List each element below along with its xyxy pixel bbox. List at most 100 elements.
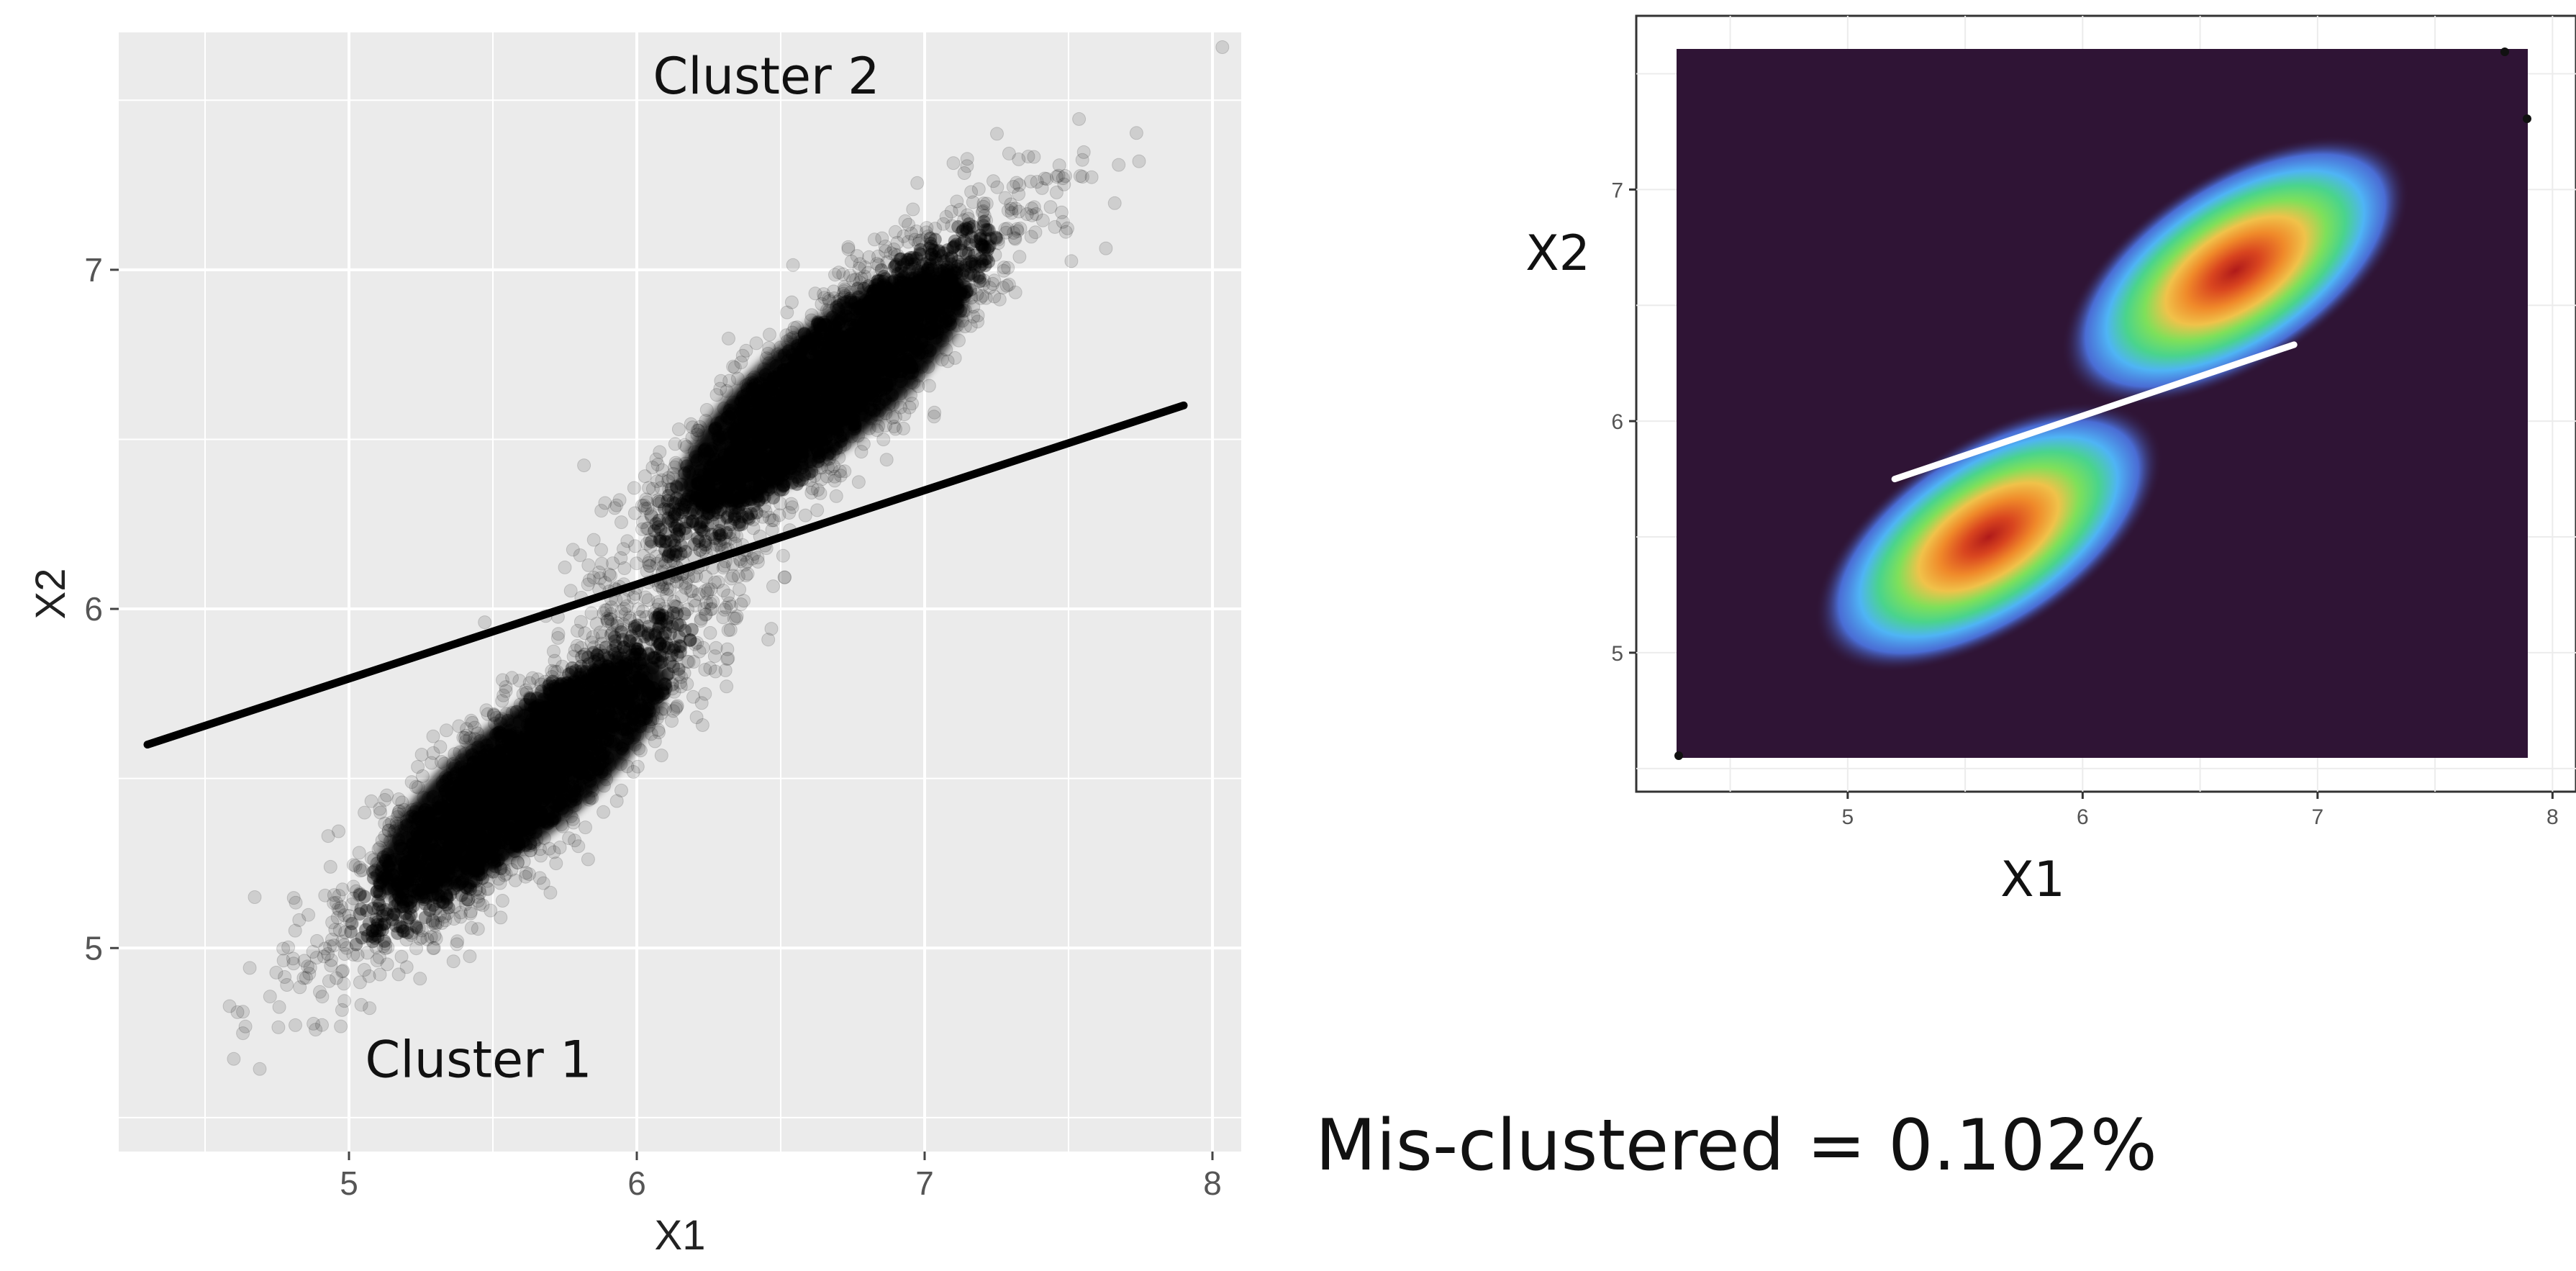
data-point: [513, 765, 527, 779]
data-point: [471, 894, 486, 908]
data-point: [1072, 112, 1087, 126]
data-point: [420, 813, 435, 828]
data-point: [726, 569, 740, 583]
data-point: [534, 849, 548, 863]
data-point: [289, 1018, 302, 1032]
data-point: [276, 941, 291, 956]
data-point: [558, 743, 573, 757]
data-point: [515, 823, 530, 837]
data-point: [990, 180, 1004, 194]
data-point: [321, 829, 335, 843]
data-point: [851, 428, 866, 443]
data-point: [464, 921, 479, 935]
data-point: [722, 596, 737, 610]
data-point: [458, 770, 472, 784]
data-point: [340, 941, 354, 955]
data-point: [428, 820, 443, 834]
data-point: [574, 740, 589, 754]
data-point: [335, 882, 350, 897]
data-point: [581, 852, 595, 867]
data-point: [455, 873, 470, 887]
data-point: [523, 777, 538, 791]
data-point: [471, 922, 485, 936]
data-point: [614, 659, 629, 674]
data-point: [286, 891, 301, 905]
data-point: [425, 913, 440, 928]
data-point: [540, 707, 554, 721]
data-point: [388, 893, 402, 908]
data-point: [598, 743, 612, 758]
data-point: [374, 918, 389, 932]
data-point: [396, 924, 410, 938]
data-point: [486, 847, 501, 861]
data-point: [776, 548, 790, 563]
data-point: [906, 202, 920, 217]
data-point: [236, 1005, 250, 1019]
data-point: [553, 716, 568, 731]
data-point: [532, 715, 547, 729]
data-point: [471, 859, 485, 874]
data-point: [641, 521, 656, 535]
data-point: [803, 473, 817, 487]
data-point: [590, 695, 604, 709]
data-point: [581, 751, 596, 765]
data-point: [414, 890, 429, 904]
data-point: [507, 782, 521, 796]
data-point: [529, 704, 543, 718]
data-point: [491, 853, 506, 867]
data-point: [477, 775, 491, 790]
data-point: [542, 687, 556, 700]
data-point: [447, 859, 461, 874]
data-point: [590, 648, 604, 662]
data-point: [402, 845, 416, 859]
data-point: [432, 801, 446, 815]
data-point: [459, 792, 473, 806]
data-point: [370, 954, 384, 967]
data-point: [610, 619, 625, 633]
data-point: [571, 705, 585, 720]
data-point: [515, 759, 530, 773]
data-point: [448, 815, 463, 829]
data-point: [653, 656, 668, 670]
data-point: [474, 756, 489, 771]
data-point: [409, 941, 423, 956]
data-point: [391, 792, 406, 806]
data-point: [589, 740, 604, 754]
data-point: [481, 835, 495, 849]
data-point: [476, 871, 490, 885]
data-point: [699, 403, 714, 417]
data-point: [603, 671, 617, 685]
data-point: [648, 734, 662, 748]
data-point: [579, 770, 593, 784]
data-point: [446, 954, 461, 969]
data-point: [471, 750, 486, 764]
data-point: [325, 933, 339, 946]
data-point: [558, 560, 572, 574]
data-point: [599, 680, 613, 695]
data-point: [602, 693, 617, 707]
data-point: [502, 827, 517, 841]
data-point: [426, 898, 440, 913]
data-point: [492, 833, 507, 848]
data-point: [559, 788, 573, 802]
data-point: [387, 882, 402, 896]
data-point: [525, 754, 539, 769]
data-point: [563, 688, 577, 702]
data-point: [444, 780, 458, 795]
data-point: [708, 664, 722, 679]
data-point: [786, 258, 800, 272]
data-point: [417, 790, 431, 805]
data-point: [463, 772, 477, 787]
data-point: [674, 576, 689, 590]
data-point: [462, 818, 476, 833]
data-point: [478, 831, 492, 845]
data-point: [368, 863, 382, 877]
data-point: [420, 932, 435, 946]
data-point: [618, 645, 632, 659]
data-point: [466, 860, 481, 874]
data-point: [523, 843, 538, 857]
data-point: [332, 903, 347, 918]
data-point: [505, 799, 520, 813]
data-point: [552, 697, 566, 712]
data-point: [436, 854, 450, 869]
